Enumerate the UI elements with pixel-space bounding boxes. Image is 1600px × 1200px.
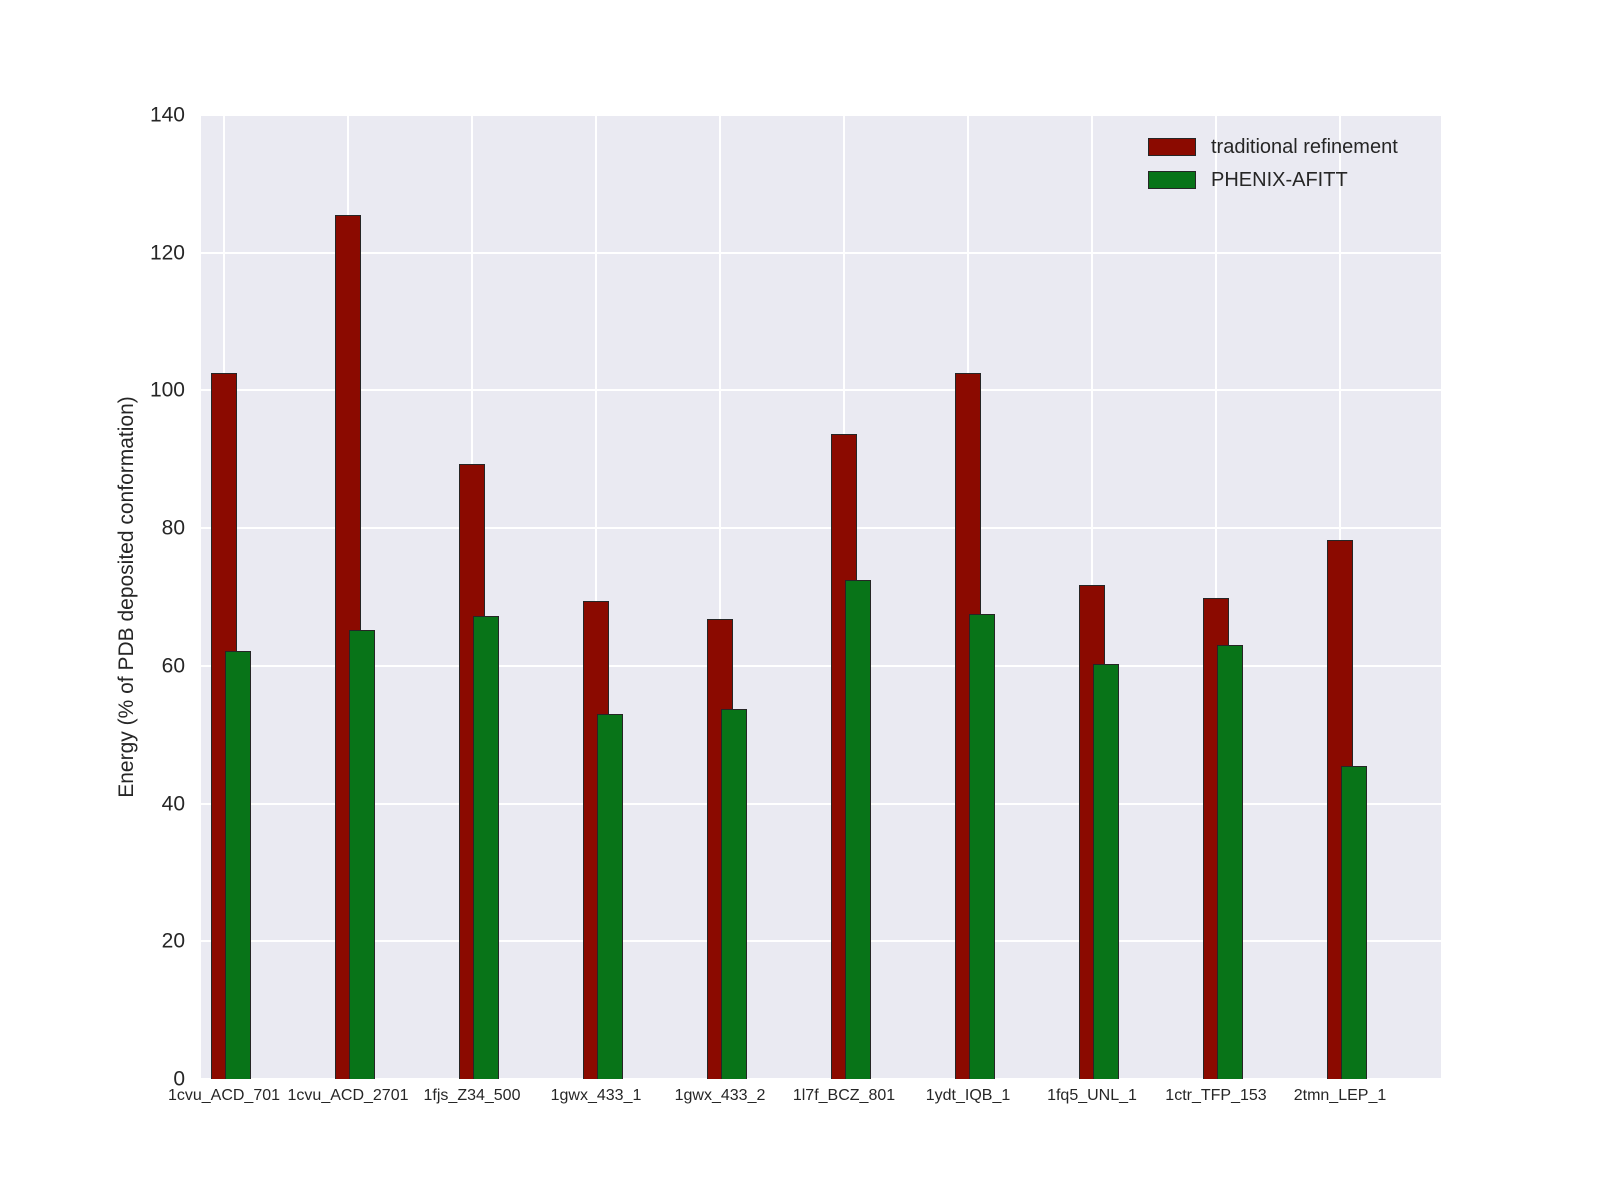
bar-phenix-afitt-1cvu_ACD_701 [225, 650, 251, 1079]
y-tick-label: 40 [161, 792, 185, 816]
x-tick-label: 1cvu_ACD_2701 [287, 1087, 409, 1104]
x-tick-label: 1l7f_BCZ_801 [792, 1087, 896, 1104]
x-tick-label: 1gwx_433_2 [674, 1087, 766, 1104]
y-tick-label: 0 [173, 1067, 185, 1091]
gridline-horizontal [201, 802, 1441, 805]
x-tick-label: 1cvu_ACD_701 [167, 1087, 281, 1104]
legend-label: PHENIX-AFITT [1211, 169, 1348, 191]
bar-phenix-afitt-1cvu_ACD_2701 [349, 630, 375, 1079]
bar-phenix-afitt-1l7f_BCZ_801 [845, 579, 871, 1079]
y-tick-label: 140 [149, 103, 185, 127]
bar-phenix-afitt-2tmn_LEP_1 [1341, 766, 1367, 1079]
x-tick-label: 1ctr_TFP_153 [1165, 1087, 1267, 1104]
bar-phenix-afitt-1gwx_433_1 [597, 714, 623, 1079]
x-tick-label: 1fq5_UNL_1 [1047, 1087, 1137, 1104]
gridline-vertical [1215, 115, 1217, 1079]
y-tick-label: 120 [149, 241, 185, 265]
y-tick-label: 80 [161, 516, 185, 540]
x-tick-label: 1ydt_IQB_1 [925, 1087, 1011, 1104]
bar-phenix-afitt-1gwx_433_2 [721, 708, 747, 1079]
x-tick-label: 1fjs_Z34_500 [423, 1087, 521, 1104]
legend-swatch-icon [1148, 171, 1196, 189]
legend-label: traditional refinement [1211, 136, 1398, 158]
y-tick-label: 60 [161, 654, 185, 678]
bar-phenix-afitt-1fq5_UNL_1 [1093, 663, 1119, 1079]
gridline-vertical [595, 115, 597, 1079]
bar-phenix-afitt-1ydt_IQB_1 [969, 614, 995, 1079]
y-axis-title: Energy (% of PDB deposited conformation) [115, 396, 138, 798]
gridline-horizontal [201, 251, 1441, 254]
x-tick-label: 1gwx_433_1 [550, 1087, 642, 1104]
plot-area: traditional refinement PHENIX-AFITT [201, 114, 1441, 1080]
gridline-horizontal [201, 114, 1441, 116]
legend-row: PHENIX-AFITT [1148, 170, 1398, 190]
legend: traditional refinement PHENIX-AFITT [1148, 137, 1398, 190]
gridline-horizontal [201, 664, 1441, 667]
y-tick-label: 20 [161, 929, 185, 953]
bar-phenix-afitt-1ctr_TFP_153 [1217, 645, 1243, 1079]
legend-swatch-icon [1148, 138, 1196, 156]
bar-phenix-afitt-1fjs_Z34_500 [473, 616, 499, 1079]
gridline-horizontal [201, 940, 1441, 943]
gridline-vertical [719, 115, 721, 1079]
legend-row: traditional refinement [1148, 137, 1398, 157]
y-tick-label: 100 [149, 378, 185, 402]
gridline-horizontal [201, 389, 1441, 392]
gridline-horizontal [201, 527, 1441, 530]
gridline-horizontal [201, 1078, 1441, 1080]
x-tick-label: 2tmn_LEP_1 [1293, 1087, 1387, 1104]
